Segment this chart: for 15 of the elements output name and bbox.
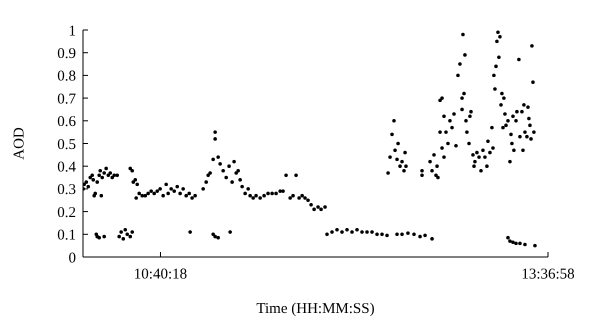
y-tick-label: 0.4 bbox=[57, 160, 76, 176]
x-tick-label: 13:36:58 bbox=[521, 266, 575, 283]
y-tick-label: 1 bbox=[68, 23, 76, 40]
y-tick-label: 0.5 bbox=[57, 136, 76, 153]
y-tick-label: 0.2 bbox=[57, 204, 76, 221]
y-tick-label: 0.8 bbox=[57, 68, 76, 85]
y-tick-label: 0 bbox=[68, 250, 76, 266]
y-tick-label: 0.1 bbox=[57, 228, 76, 244]
y-tick-label: 0.3 bbox=[57, 182, 76, 198]
x-tick-label: 10:40:18 bbox=[134, 266, 188, 283]
y-axis-title: AOD bbox=[11, 127, 28, 160]
y-tick-label: 0.6 bbox=[57, 114, 76, 130]
y-tick-label: 0.9 bbox=[57, 46, 76, 62]
x-axis-title: Time (HH:MM:SS) bbox=[256, 301, 375, 317]
y-tick-label: 0.7 bbox=[57, 91, 76, 108]
